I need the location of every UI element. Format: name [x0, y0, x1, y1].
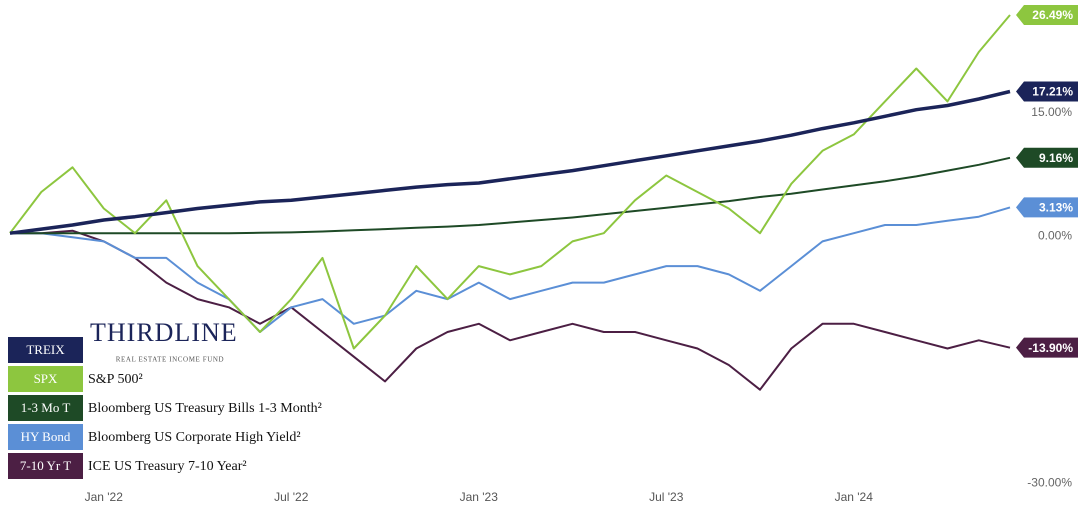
legend-description: Bloomberg US Corporate High Yield² — [88, 430, 301, 445]
legend-name: TREIX — [26, 342, 65, 357]
legend-swatch — [8, 395, 83, 421]
x-tick-label: Jan '23 — [460, 490, 499, 504]
series-line — [10, 156, 1011, 235]
end-label-tag — [1016, 147, 1078, 168]
legend-name: 7-10 Yr T — [20, 458, 71, 473]
end-label: 26.49% — [1032, 8, 1073, 22]
legend-logo: THIRDLINE — [90, 318, 238, 347]
end-label: 3.13% — [1039, 201, 1073, 215]
x-tick-label: Jan '22 — [85, 490, 124, 504]
series-line — [10, 229, 1011, 391]
legend-name: 1-3 Mo T — [21, 400, 71, 415]
series-line — [9, 14, 1011, 350]
legend-name: SPX — [34, 371, 58, 386]
series-line — [9, 89, 1011, 235]
legend-swatch — [8, 424, 83, 450]
legend-description: S&P 500² — [88, 372, 143, 387]
legend-description: Bloomberg US Treasury Bills 1-3 Month² — [88, 401, 322, 416]
legend-name: HY Bond — [21, 429, 71, 444]
legend-swatch — [8, 453, 83, 479]
end-label: -13.90% — [1028, 341, 1073, 355]
x-tick-label: Jul '23 — [649, 490, 684, 504]
legend-description: ICE US Treasury 7-10 Year² — [88, 459, 247, 474]
end-label: 9.16% — [1039, 151, 1073, 165]
end-label-tag — [1016, 81, 1078, 102]
end-label-tag — [1016, 337, 1078, 358]
y-tick-label: 0.00% — [1038, 228, 1072, 242]
y-tick-label: 15.00% — [1031, 105, 1072, 119]
legend-logo-subtitle: REAL ESTATE INCOME FUND — [116, 356, 224, 364]
end-label-tag — [1016, 5, 1078, 26]
end-label-tag — [1016, 197, 1078, 218]
end-label: 17.21% — [1032, 85, 1073, 99]
legend-swatch — [8, 366, 83, 392]
x-tick-label: Jul '22 — [274, 490, 309, 504]
y-tick-label: -30.00% — [1027, 475, 1072, 489]
series-line — [10, 206, 1011, 333]
legend-swatch — [8, 337, 83, 363]
x-tick-label: Jan '24 — [835, 490, 874, 504]
